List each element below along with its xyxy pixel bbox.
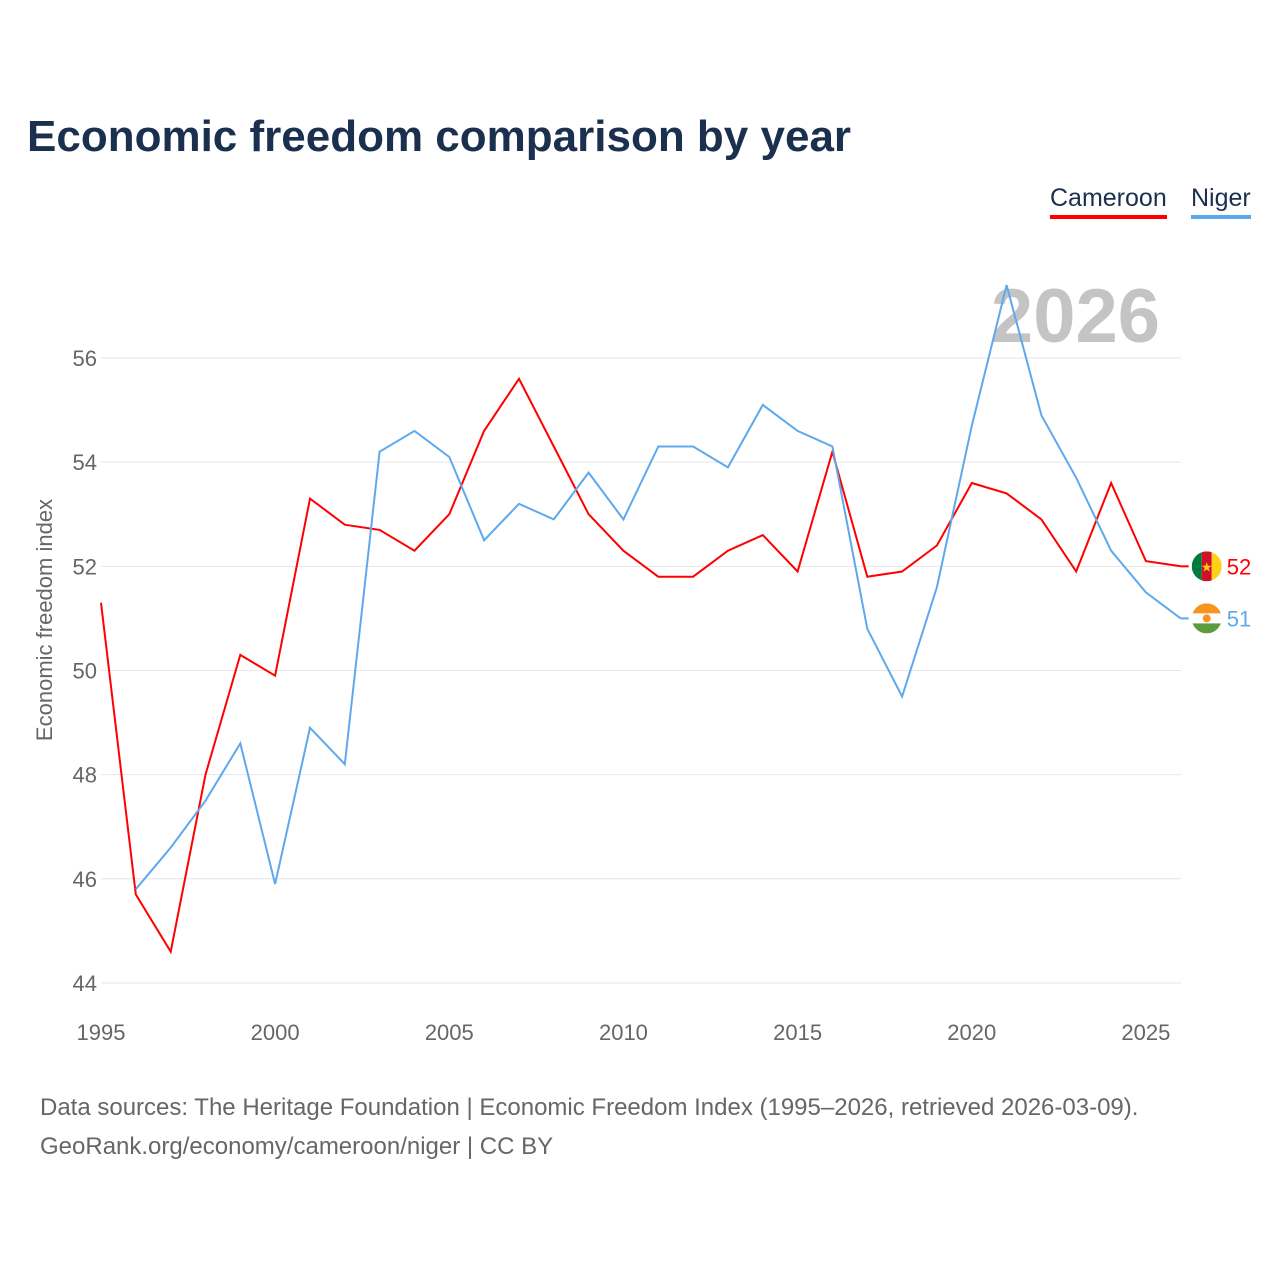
x-tick-label: 2005: [425, 1020, 474, 1045]
x-tick-label: 2020: [947, 1020, 996, 1045]
footer-link[interactable]: GeoRank.org/economy/cameroon/niger | CC …: [40, 1133, 554, 1160]
x-tick-label: 2010: [599, 1020, 648, 1045]
x-tick-label: 2015: [773, 1020, 822, 1045]
end-value-label: 51: [1227, 606, 1251, 631]
x-tick-label: 2000: [251, 1020, 300, 1045]
y-tick-label: 54: [73, 450, 97, 475]
end-value-label: 52: [1227, 554, 1251, 579]
y-tick-label: 48: [73, 763, 97, 788]
x-tick-label: 1995: [77, 1020, 126, 1045]
y-tick-label: 50: [73, 658, 97, 683]
y-tick-label: 46: [73, 867, 97, 892]
legend-cameroon[interactable]: Cameroon: [1050, 184, 1167, 219]
year-watermark: 2026: [991, 274, 1160, 359]
series-line-niger: [135, 284, 1182, 890]
footer: Data sources: The Heritage Foundation | …: [40, 1088, 1138, 1166]
x-tick-label: 2025: [1121, 1020, 1170, 1045]
y-tick-label: 52: [73, 554, 97, 579]
series-line-cameroon: [100, 376, 1181, 955]
legend-niger[interactable]: Niger: [1191, 184, 1251, 219]
y-tick-label: 44: [73, 971, 97, 996]
y-axis-label: Economic freedom index: [32, 499, 57, 741]
chart-title: Economic freedom comparison by year: [27, 112, 852, 161]
svg-text:★: ★: [1201, 559, 1213, 574]
flag-niger-icon: [1191, 603, 1222, 634]
footer-sources: Data sources: The Heritage Foundation | …: [40, 1094, 1139, 1121]
y-tick-label: 56: [73, 346, 97, 371]
flag-cameroon-icon: ★: [1191, 551, 1222, 582]
